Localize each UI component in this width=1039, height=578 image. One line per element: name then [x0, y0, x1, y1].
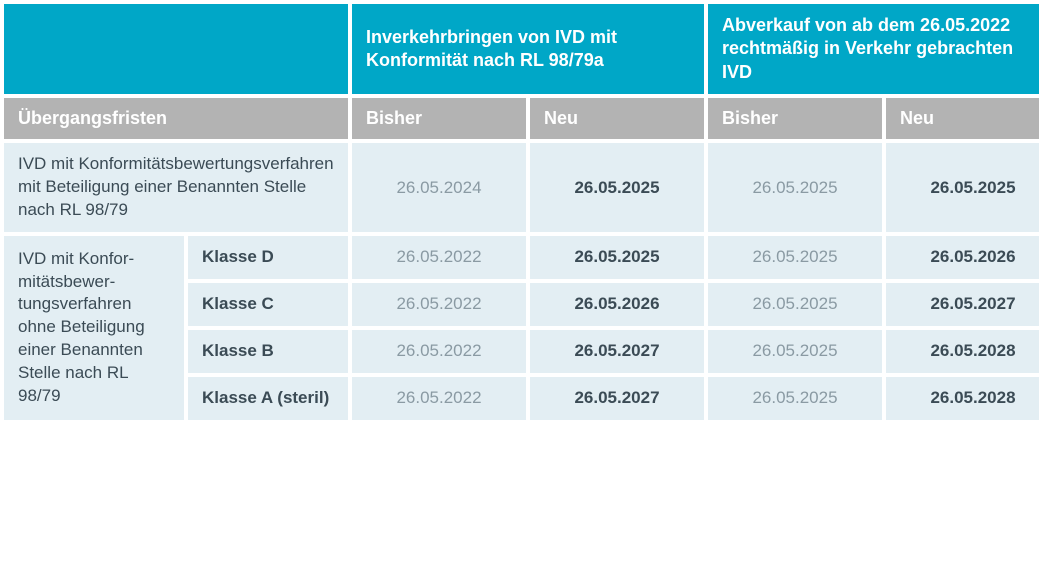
cell-bisher-1: 26.05.2022 [352, 236, 526, 279]
cell-neu-1: 26.05.2025 [530, 236, 704, 279]
cell-bisher-2: 26.05.2025 [708, 377, 882, 420]
header-bisher-2: Bisher [708, 98, 882, 139]
cell-bisher-1: 26.05.2024 [352, 143, 526, 232]
cell-bisher-1: 26.05.2022 [352, 283, 526, 326]
cell-bisher-1: 26.05.2022 [352, 377, 526, 420]
cell-neu-1: 26.05.2027 [530, 330, 704, 373]
cell-bisher-2: 26.05.2025 [708, 143, 882, 232]
header-neu-1: Neu [530, 98, 704, 139]
row-label: IVD mit Konformitätsbewertungs­verfahren… [4, 143, 348, 232]
row-class-label: Klasse A (steril) [188, 377, 348, 420]
transition-periods-table: Inverkehrbringen von IVD mit Konformität… [0, 0, 1039, 578]
cell-neu-2: 26.05.2028 [886, 377, 1039, 420]
header-group-2: Abverkauf von ab dem 26.05.2022 rechtmäß… [708, 4, 1039, 94]
cell-bisher-2: 26.05.2025 [708, 330, 882, 373]
header-bisher-1: Bisher [352, 98, 526, 139]
header-row-1: Inverkehrbringen von IVD mit Konformität… [4, 4, 1039, 94]
table: Inverkehrbringen von IVD mit Konformität… [0, 0, 1039, 424]
header-group-1: Inverkehrbringen von IVD mit Konformität… [352, 4, 704, 94]
cell-neu-1: 26.05.2025 [530, 143, 704, 232]
header-rowlabel: Übergangsfristen [4, 98, 348, 139]
cell-neu-2: 26.05.2025 [886, 143, 1039, 232]
table-row: IVD mit Konfor­mitätsbewer­tungsverfahre… [4, 236, 1039, 279]
cell-bisher-2: 26.05.2025 [708, 283, 882, 326]
row-class-label: Klasse D [188, 236, 348, 279]
cell-neu-2: 26.05.2027 [886, 283, 1039, 326]
cell-neu-2: 26.05.2026 [886, 236, 1039, 279]
cell-neu-1: 26.05.2027 [530, 377, 704, 420]
header-blank [4, 4, 348, 94]
row-class-label: Klasse C [188, 283, 348, 326]
cell-neu-2: 26.05.2028 [886, 330, 1039, 373]
row-group-label: IVD mit Konfor­mitätsbewer­tungsverfahre… [4, 236, 184, 420]
cell-neu-1: 26.05.2026 [530, 283, 704, 326]
table-row: IVD mit Konformitätsbewertungs­verfahren… [4, 143, 1039, 232]
header-neu-2: Neu [886, 98, 1039, 139]
header-row-2: Übergangsfristen Bisher Neu Bisher Neu [4, 98, 1039, 139]
cell-bisher-2: 26.05.2025 [708, 236, 882, 279]
cell-bisher-1: 26.05.2022 [352, 330, 526, 373]
row-class-label: Klasse B [188, 330, 348, 373]
